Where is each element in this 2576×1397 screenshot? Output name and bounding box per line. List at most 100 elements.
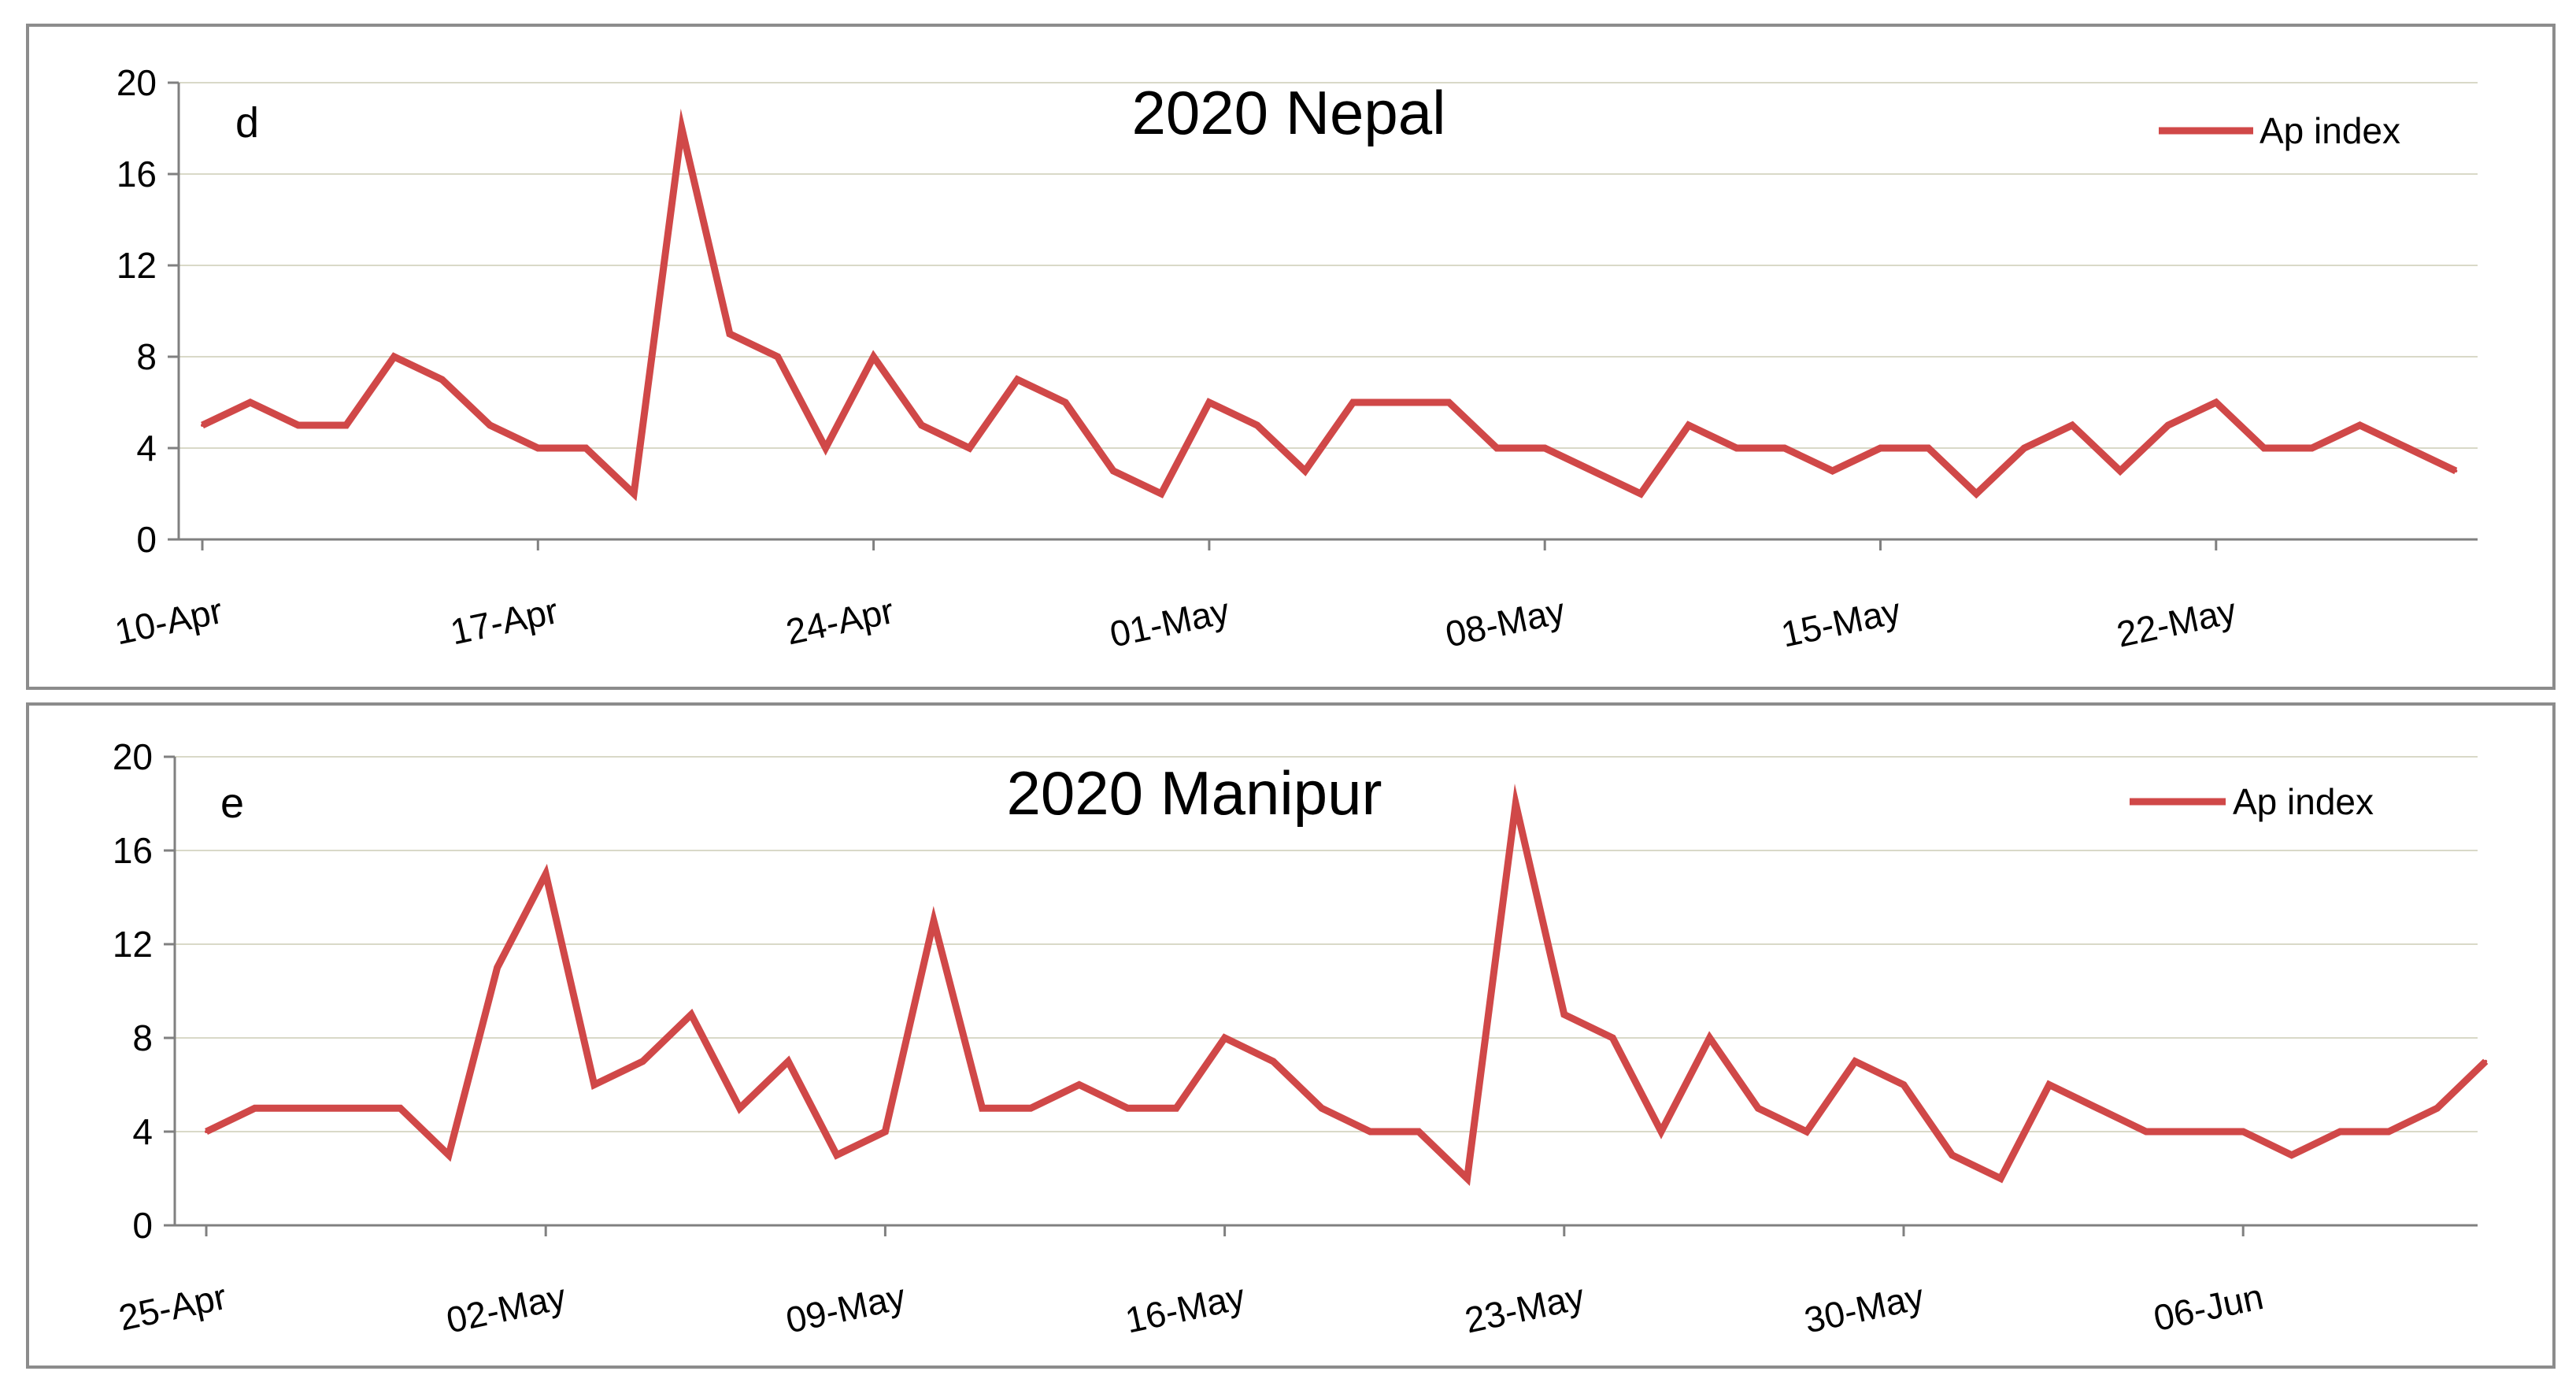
data-point [1591, 469, 1595, 472]
data-point [1175, 1106, 1178, 1110]
data-point [641, 1059, 645, 1063]
data-point [883, 1130, 887, 1133]
y-tick-label: 0 [132, 1205, 153, 1246]
y-tick-label: 16 [117, 154, 157, 195]
data-point [2119, 469, 2122, 472]
x-tick-label: 16-May [1122, 1276, 1249, 1341]
chart-svg-manipur: 0 4 8 12 16 20 25-Apr 02-May 09-May 16-May 23-May… [113, 736, 2489, 1341]
y-tick-label: 0 [136, 519, 157, 560]
y-tick-label: 12 [117, 245, 157, 286]
x-tick-label: 17-Apr [447, 590, 562, 653]
data-point [2145, 1130, 2148, 1133]
x-tick-label: 24-Apr [783, 590, 898, 653]
y-tick-label: 4 [132, 1111, 153, 1152]
data-point [1926, 447, 1930, 450]
data-point [2262, 447, 2266, 450]
data-point [1016, 378, 1020, 381]
data-point [680, 127, 683, 130]
y-tick-label: 4 [136, 428, 157, 469]
y-tick-label: 20 [117, 62, 157, 103]
data-point [1734, 447, 1738, 450]
data-point [1804, 1130, 1808, 1133]
data-point [1465, 1177, 1469, 1180]
x-tick-label: 30-May [1801, 1276, 1927, 1341]
data-point [1950, 1153, 1954, 1157]
legend-label: Ap index [2233, 781, 2374, 822]
chart-title: 2020 Manipur [1007, 758, 1382, 828]
data-point [872, 355, 875, 358]
data-point [2387, 1130, 2390, 1133]
data-point [488, 424, 492, 427]
data-point [2338, 1130, 2342, 1133]
data-point [2289, 1153, 2293, 1157]
data-point [1708, 1036, 1712, 1039]
y-tick-label: 20 [113, 736, 153, 777]
chart-svg-nepal: 0 4 8 12 16 20 10-Apr 17-Apr 24-Apr 01-May 08-May… [111, 62, 2478, 655]
data-point [2435, 1106, 2439, 1110]
data-point [786, 1059, 790, 1063]
data-point [2358, 424, 2362, 427]
data-point [2484, 1059, 2488, 1063]
data-point [544, 872, 548, 876]
x-tick-label: 23-May [1461, 1276, 1588, 1341]
data-point [253, 1106, 257, 1110]
data-point [584, 447, 588, 450]
data-point [1611, 1036, 1615, 1039]
data-point [1447, 401, 1451, 404]
data-point [2454, 469, 2458, 472]
data-point [1368, 1130, 1372, 1133]
data-point [2023, 447, 2026, 450]
data-point [1902, 1083, 1905, 1087]
data-point [1271, 1059, 1275, 1063]
data-point [727, 332, 731, 335]
data-point [1543, 447, 1547, 450]
data-point [2310, 447, 2314, 450]
data-point [1207, 401, 1211, 404]
data-point [690, 1013, 693, 1017]
data-point [392, 355, 396, 358]
data-point [1853, 1059, 1857, 1063]
data-point [1878, 447, 1882, 450]
data-point [592, 1083, 596, 1087]
data-point [1782, 447, 1786, 450]
data-point [344, 424, 348, 427]
data-point [1495, 447, 1499, 450]
data-point [835, 1153, 838, 1157]
data-point [2214, 401, 2218, 404]
data-point [2096, 1106, 2100, 1110]
y-tick-label: 16 [113, 830, 153, 871]
data-point [1660, 1130, 1663, 1133]
data-point [1639, 492, 1642, 495]
data-point [824, 447, 827, 450]
data-point [968, 447, 972, 450]
data-point [350, 1106, 353, 1110]
x-tick-label: 22-May [2113, 590, 2240, 655]
data-point [1756, 1106, 1760, 1110]
legend-label: Ap index [2260, 110, 2400, 151]
x-tick-label: 08-May [1442, 590, 1568, 655]
data-point [447, 1153, 450, 1157]
data-point [1112, 469, 1116, 472]
data-point [302, 1106, 305, 1110]
x-tick-label: 15-May [1778, 590, 1904, 655]
data-point [920, 424, 923, 427]
x-tick-label: 01-May [1106, 590, 1233, 655]
data-point [1319, 1106, 1323, 1110]
x-tick-label: 25-Apr [115, 1276, 230, 1339]
y-tick-label: 12 [113, 924, 153, 965]
data-point [1417, 1130, 1420, 1133]
y-tick-label: 8 [132, 1017, 153, 1058]
x-tick-label: 06-Jun [2150, 1276, 2267, 1339]
chart-title: 2020 Nepal [1132, 78, 1446, 147]
data-point [296, 424, 300, 427]
data-point [1223, 1036, 1227, 1039]
data-point [1064, 401, 1068, 404]
y-tick-label: 8 [136, 336, 157, 377]
data-point [201, 424, 204, 427]
data-point [1351, 401, 1355, 404]
data-point [2047, 1083, 2051, 1087]
data-point [1160, 492, 1163, 495]
x-tick-label: 02-May [442, 1276, 569, 1341]
data-point [1975, 492, 1978, 495]
data-point [1303, 469, 1307, 472]
